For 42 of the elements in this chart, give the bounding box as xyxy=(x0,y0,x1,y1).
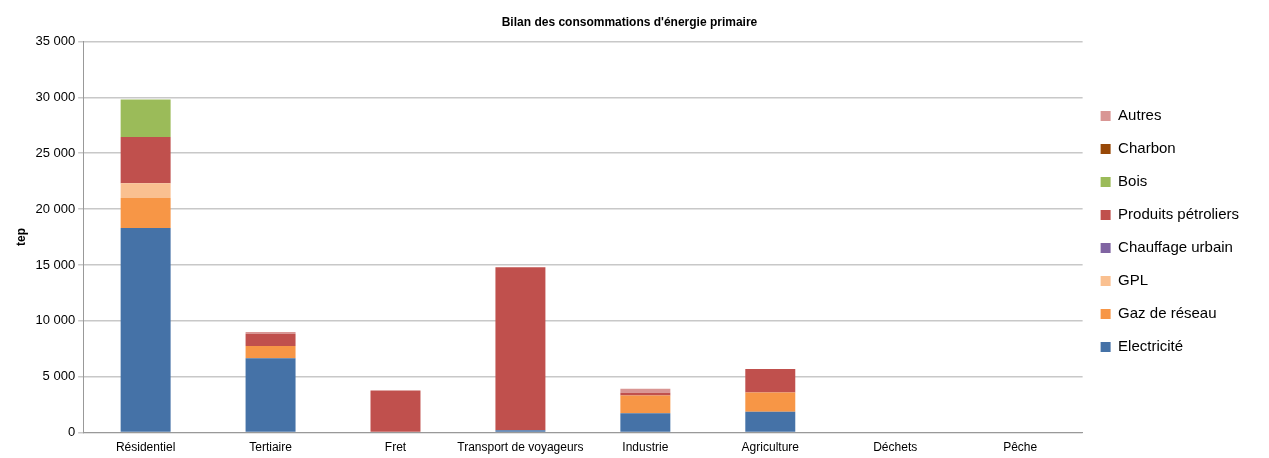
chart-title: Bilan des consommations d'énergie primaire xyxy=(501,14,758,29)
x-tick-label: Pêche xyxy=(1003,440,1038,455)
x-tick-label: Industrie xyxy=(622,440,669,455)
bar xyxy=(245,345,296,359)
x-tick-label: Fret xyxy=(384,440,407,455)
bar xyxy=(245,358,296,432)
legend-label: Bois xyxy=(1118,172,1148,190)
bar xyxy=(120,197,171,229)
y-axis-title: tep xyxy=(13,228,28,246)
y-tick-label: 35 000 xyxy=(35,32,76,48)
bar xyxy=(245,333,296,346)
bar xyxy=(620,413,671,432)
y-tick-label: 15 000 xyxy=(35,256,76,272)
legend-label: Produits pétroliers xyxy=(1118,205,1239,223)
bar xyxy=(495,267,546,431)
legend-label: Gaz de réseau xyxy=(1118,304,1217,322)
y-tick-label: 0 xyxy=(67,424,76,440)
y-tick-label: 20 000 xyxy=(35,200,76,216)
x-tick-label: Tertiaire xyxy=(249,440,293,455)
legend-label: GPL xyxy=(1118,271,1149,289)
bar xyxy=(120,228,171,432)
y-tick-label: 25 000 xyxy=(35,144,76,160)
bar xyxy=(745,392,796,412)
legend-label: Charbon xyxy=(1118,139,1176,157)
bar xyxy=(120,183,171,198)
x-tick-label: Déchets xyxy=(873,440,918,455)
legend-label: Chauffage urbain xyxy=(1118,238,1233,256)
bar xyxy=(745,411,796,432)
y-tick-label: 30 000 xyxy=(35,88,76,104)
bar xyxy=(620,395,671,414)
legend-label: Autres xyxy=(1118,106,1162,124)
bar xyxy=(745,369,796,393)
bar xyxy=(120,99,171,137)
bar xyxy=(370,390,421,432)
y-tick-label: 5 000 xyxy=(42,368,76,384)
x-tick-label: Résidentiel xyxy=(115,440,176,455)
legend-label: Electricité xyxy=(1118,337,1184,355)
x-tick-label: Transport de voyageurs xyxy=(457,440,584,455)
y-tick-label: 10 000 xyxy=(35,312,76,328)
bar xyxy=(120,136,171,184)
bar xyxy=(620,388,671,393)
x-tick-label: Agriculture xyxy=(741,440,800,455)
